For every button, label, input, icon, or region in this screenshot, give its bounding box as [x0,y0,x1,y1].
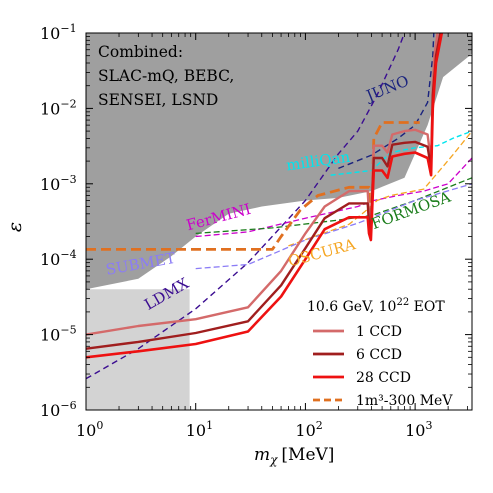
label-oscura: OSCURA [286,235,357,270]
curve-juno [338,33,435,170]
legend-title: 10.6 GeV, 1022 EOT [307,297,445,315]
curve-oscura [288,130,472,247]
y-tick-label: 10−5 [40,324,77,345]
x-tick-label: 100 [76,419,103,440]
axis-ticks: 100 101 102 103 10−6 10−5 10−4 10−3 10−2 10−1 [40,22,472,440]
curve-1m-300-mev [86,121,420,251]
legend-title-exponent: 22 [396,297,409,308]
curve-formosa [195,177,472,235]
curve-ldmx [86,33,406,380]
curve-28-ccd [86,33,444,359]
legend-label-6-ccd: 6 CCD [356,347,402,363]
x-tick-label: 103 [405,419,432,440]
region-light-excluded [86,289,190,410]
y-axis-label: ε [4,222,26,232]
legend-label-1m-300-mev: 1m³-300 MeV [356,393,453,409]
legend-label-1-ccd: 1 CCD [356,324,402,340]
plot-frame [85,32,473,411]
y-tick-label: 10−2 [40,97,77,118]
region-combined-excluded [86,33,472,290]
x-axis-label-subscript: χ [269,453,278,467]
y-tick-label: 10−1 [40,22,77,43]
label-formosa: FORMOSA [369,188,453,233]
combined-label-line-1: Combined: [98,43,183,61]
x-axis-label-unit: [MeV] [281,445,334,465]
legend-title-tail: EOT [409,299,445,315]
legend-entries: 1 CCD 6 CCD 28 CCD 1m³-300 MeV [313,324,453,409]
legend-title-main: 10.6 GeV, 10 [307,299,396,315]
curve-milliqan [330,130,472,176]
x-axis-label-symbol: m [254,445,270,465]
combined-label-line-2: SLAC-mQ, BEBC, [98,67,234,85]
combined-label-line-3: SENSEI, LSND [98,91,218,109]
y-tick-label: 10−3 [40,173,77,194]
x-tick-label: 102 [295,419,322,440]
legend-label-28-ccd: 28 CCD [356,370,411,386]
y-tick-label: 10−6 [40,399,77,420]
excluded-regions [86,33,472,410]
x-axis-label: mχ [MeV] [254,445,334,467]
sensitivity-curves [86,33,472,380]
combined-label: Combined: SLAC-mQ, BEBC, SENSEI, LSND [98,43,239,109]
legend: 10.6 GeV, 1022 EOT 1 CCD 6 CCD 28 CCD 1m³-3… [307,297,453,409]
y-tick-label: 10−4 [40,248,77,269]
x-tick-label: 101 [186,419,213,440]
